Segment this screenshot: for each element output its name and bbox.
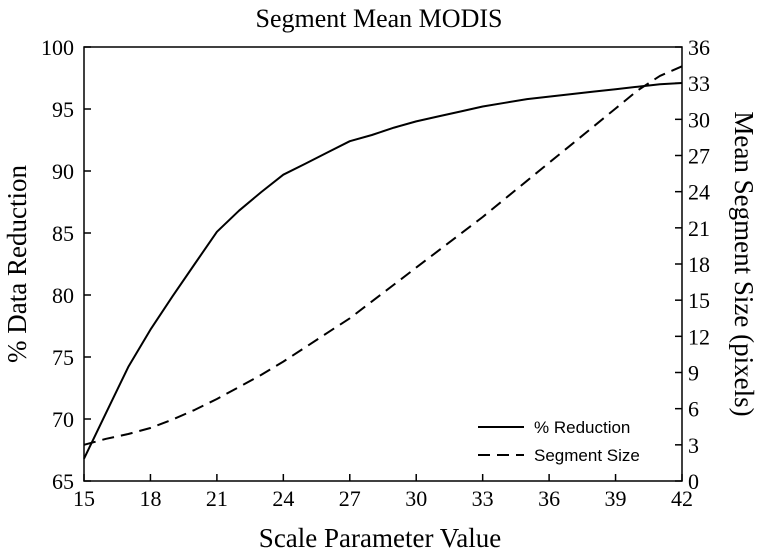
x-tick-label: 21 [206, 486, 228, 511]
y-tick-label: 85 [52, 221, 74, 246]
series-lines [83, 65, 683, 460]
series-line-reduction [83, 82, 683, 460]
x-tick-label: 36 [538, 486, 560, 511]
x-tick-label: 27 [339, 486, 361, 511]
x-tick-label: 18 [139, 486, 161, 511]
x-tick-label: 30 [405, 486, 427, 511]
series-line-segment-size [83, 65, 683, 446]
x-axis-title: Scale Parameter Value [259, 523, 501, 553]
legend-label-segment-size: Segment Size [534, 446, 640, 465]
chart-title: Segment Mean MODIS [256, 4, 503, 33]
y2-tick-label: 27 [688, 144, 710, 169]
y-tick-label: 95 [52, 97, 74, 122]
y2-tick-label: 18 [688, 252, 710, 277]
y2-tick-label: 15 [688, 288, 710, 313]
x-tick-label: 15 [73, 486, 95, 511]
x-axis-ticks: 15 18 21 24 27 30 33 36 39 42 [73, 474, 693, 511]
y2-tick-label: 0 [688, 469, 699, 494]
y-axis-ticks: 65 70 75 80 85 90 95 100 [41, 35, 91, 494]
y2-tick-label: 6 [688, 397, 699, 422]
x-tick-label: 33 [472, 486, 494, 511]
y-tick-label: 90 [52, 159, 74, 184]
y-tick-label: 80 [52, 283, 74, 308]
y-tick-label: 100 [41, 35, 74, 60]
x-tick-label: 24 [272, 486, 294, 511]
plot-frame [83, 46, 683, 482]
y2-tick-label: 3 [688, 433, 699, 458]
y-tick-label: 75 [52, 345, 74, 370]
legend: % Reduction Segment Size [478, 418, 640, 465]
y2-tick-label: 33 [688, 71, 710, 96]
y-tick-label: 70 [52, 407, 74, 432]
y2-tick-label: 12 [688, 324, 710, 349]
y2-axis-title: Mean Segment Size (pixels) [729, 111, 759, 416]
y2-tick-label: 21 [688, 216, 710, 241]
y2-tick-label: 36 [688, 35, 710, 60]
y-tick-label: 65 [52, 469, 74, 494]
y2-tick-label: 30 [688, 107, 710, 132]
y2-tick-label: 9 [688, 361, 699, 386]
y2-tick-label: 24 [688, 180, 710, 205]
legend-label-reduction: % Reduction [534, 418, 630, 437]
y-axis-title: % Data Reduction [2, 165, 32, 363]
x-tick-label: 42 [671, 486, 693, 511]
x-tick-label: 39 [605, 486, 627, 511]
